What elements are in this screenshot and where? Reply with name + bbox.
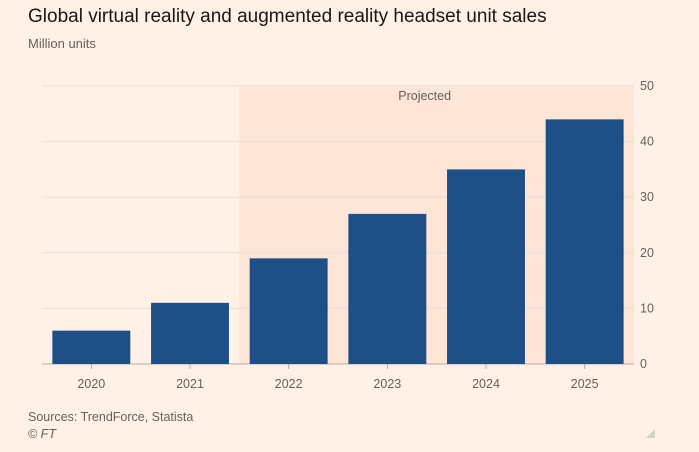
x-tick-label: 2020 (77, 377, 105, 391)
x-tick-label: 2022 (275, 377, 303, 391)
bar-2025 (545, 119, 624, 364)
x-tick-label: 2025 (571, 377, 599, 391)
bar-2021 (151, 302, 229, 364)
y-tick-label: 10 (640, 301, 654, 315)
y-tick-label: 0 (640, 357, 647, 371)
bar-2023 (348, 213, 427, 364)
bar-2024 (447, 169, 525, 364)
x-tick-label: 2023 (373, 377, 401, 391)
chart-title: Global virtual reality and augmented rea… (28, 6, 547, 27)
y-tick-label: 30 (640, 190, 654, 204)
bar-2022 (249, 258, 328, 364)
projected-label: Projected (398, 89, 451, 103)
resize-handle-icon[interactable] (646, 429, 655, 438)
chart-subtitle: Million units (28, 36, 96, 51)
x-tick-label: 2024 (472, 377, 500, 391)
x-tick-label: 2021 (176, 377, 204, 391)
source-note: Sources: TrendForce, Statista (28, 410, 194, 424)
y-tick-label: 50 (640, 79, 654, 93)
bar-2020 (52, 330, 131, 364)
copyright-note: © FT (28, 427, 56, 441)
y-tick-label: 20 (640, 246, 654, 260)
y-tick-label: 40 (640, 135, 654, 149)
